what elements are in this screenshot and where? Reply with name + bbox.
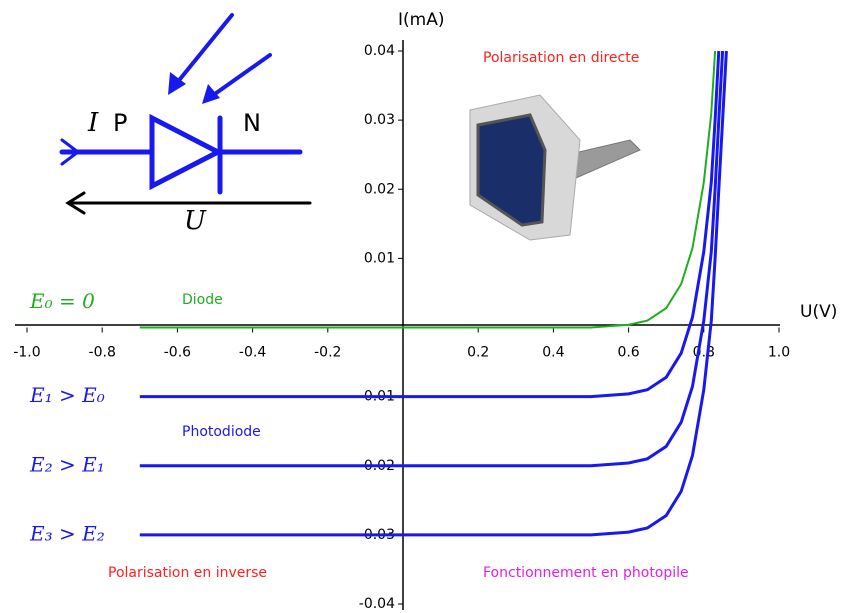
photodiode-photo bbox=[470, 95, 640, 240]
y-tick-label: 0.02 bbox=[364, 181, 395, 197]
legend-label: E₀ = 0 bbox=[29, 289, 95, 313]
series-line bbox=[140, 51, 723, 466]
annotation: Polarisation en directe bbox=[483, 50, 639, 66]
legend-label: E₃ > E₂ bbox=[29, 521, 105, 545]
annotation: Diode bbox=[182, 292, 223, 308]
light-arrow bbox=[176, 15, 232, 84]
current-label: I bbox=[87, 108, 99, 138]
x-tick-label: -0.4 bbox=[239, 345, 266, 361]
light-arrow bbox=[212, 55, 270, 96]
annotation: Fonctionnement en photopile bbox=[483, 565, 689, 581]
p-label: P bbox=[113, 109, 127, 137]
y-tick-label: 0.03 bbox=[364, 112, 395, 128]
y-axis-label: I(mA) bbox=[398, 10, 444, 30]
legend-label: E₁ > E₀ bbox=[29, 383, 105, 407]
y-tick-label: 0.01 bbox=[364, 250, 395, 266]
x-tick-label: 0.2 bbox=[467, 345, 489, 361]
y-tick-label: 0.04 bbox=[364, 43, 395, 59]
diode-triangle bbox=[152, 118, 218, 186]
x-tick-label: -0.8 bbox=[89, 345, 116, 361]
annotation: Photodiode bbox=[182, 424, 261, 440]
annotation: Polarisation en inverse bbox=[108, 565, 267, 581]
x-tick-label: -1.0 bbox=[13, 345, 40, 361]
x-tick-label: 0.6 bbox=[617, 345, 639, 361]
y-tick-label: -0.04 bbox=[359, 596, 395, 612]
n-label: N bbox=[243, 109, 261, 137]
x-tick-label: -0.2 bbox=[314, 345, 341, 361]
diode-diagram: I P N U bbox=[62, 15, 310, 236]
x-axis-label: U(V) bbox=[800, 302, 837, 322]
series-line bbox=[140, 51, 715, 328]
legend-label: E₂ > E₁ bbox=[29, 452, 105, 476]
x-tick-label: 1.0 bbox=[768, 345, 790, 361]
x-tick-label: -0.6 bbox=[164, 345, 191, 361]
voltage-label: U bbox=[184, 206, 207, 236]
chart: I P N U I(mA) U(V) Polarisation en direc… bbox=[0, 0, 853, 613]
x-tick-label: 0.4 bbox=[542, 345, 564, 361]
